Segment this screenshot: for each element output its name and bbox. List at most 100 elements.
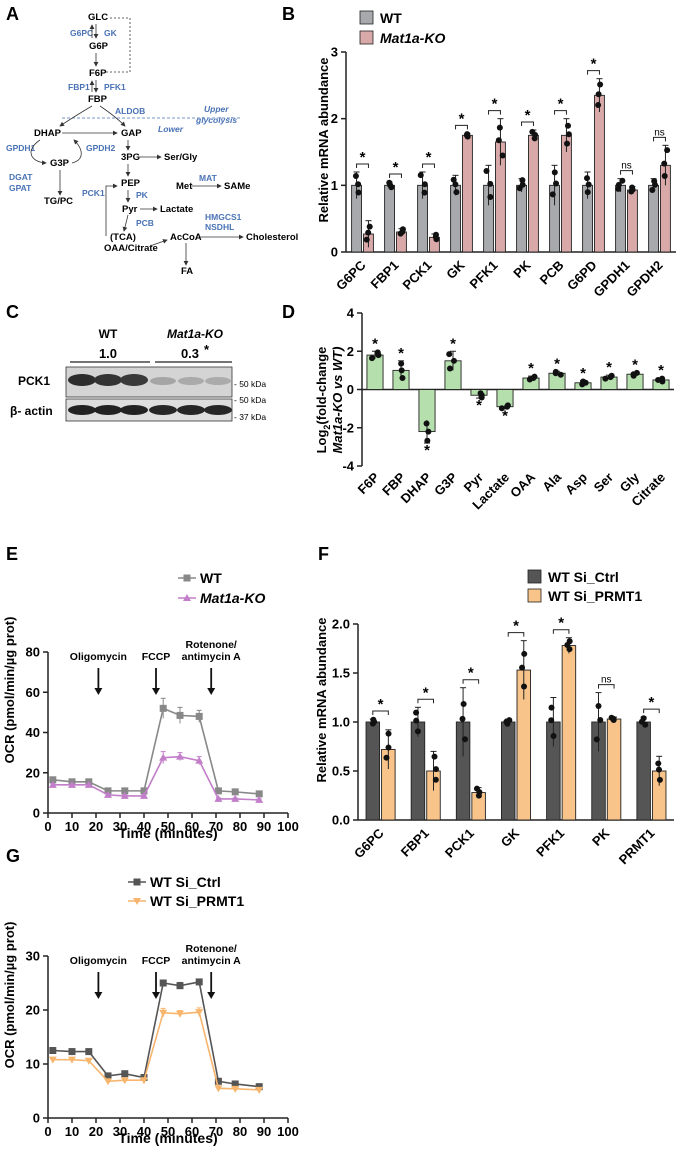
metabolite-tg-pc: TG/PC xyxy=(44,196,73,207)
chart-b: Relative mRNA abundance WT Mat1a-KO 0 1 2 3… xyxy=(316,10,676,300)
chartD-data-point xyxy=(504,402,511,409)
chartD-significance: * xyxy=(424,442,430,459)
chartB-significance: * xyxy=(525,107,531,124)
marker-50kda-pck1: - 50 kDa xyxy=(234,379,266,389)
chartD-significance: * xyxy=(632,356,638,373)
enzyme-gpat: GPAT xyxy=(9,183,32,193)
chartG-injection-arrowhead xyxy=(207,992,216,999)
chartF-sig-bracket xyxy=(643,708,660,714)
chartF-data-point xyxy=(460,701,467,708)
blot-group-wt: WT xyxy=(99,327,118,341)
chartF-y-tick-label: 2.0 xyxy=(332,617,350,632)
chartB-significance: * xyxy=(459,110,465,127)
chartB-significance: * xyxy=(591,56,597,73)
chartF-significance: * xyxy=(423,684,429,701)
chartF-data-point xyxy=(459,715,466,722)
panel-label-d: D xyxy=(282,302,295,322)
chartE-x-tick-label: 30 xyxy=(113,819,127,834)
b-legend-swatch-ko xyxy=(359,30,374,45)
chartF-data-point xyxy=(655,766,662,773)
chartF-data-point xyxy=(595,702,602,709)
chartB-data-point xyxy=(421,189,428,196)
chartF-sig-bracket xyxy=(507,632,525,637)
chartG-point-0 xyxy=(159,979,167,987)
chartD-data-point xyxy=(446,365,453,372)
chartE-point-1 xyxy=(176,752,184,760)
enzyme-g6pc: G6PC xyxy=(70,28,93,38)
chartG-point-1 xyxy=(84,1057,93,1065)
chartG-point-0 xyxy=(121,1070,129,1078)
metabolite-accoa: AcCoA xyxy=(170,232,202,243)
chartF-category-label: PFK1 xyxy=(533,826,567,860)
chartF-data-point xyxy=(506,717,513,724)
enzyme-pfk1: PFK1 xyxy=(104,82,126,92)
g-legend-marker-ctrl xyxy=(133,878,141,886)
chartB-category-label: G6PC xyxy=(333,257,369,293)
chartF-y-tick-label: 1.5 xyxy=(332,666,350,681)
chartB-data-point xyxy=(529,128,536,135)
chartB-data-point xyxy=(450,176,457,183)
chartF-bar-b xyxy=(606,718,622,821)
chartB-data-point xyxy=(595,91,602,98)
chartB-data-point xyxy=(519,181,526,188)
chartF-bar-b xyxy=(561,645,577,821)
chartE-x-tick-label: 10 xyxy=(65,819,79,834)
chartB-data-point xyxy=(615,181,622,188)
chartD-category-label: Ala xyxy=(539,469,564,494)
chart-f: Relative mRNA abundance WT Si_Ctrl WT Si… xyxy=(314,569,674,867)
chartF-data-point xyxy=(597,717,604,724)
b-legend: WT Mat1a-KO xyxy=(359,10,445,46)
chartD-y-tick-label: -4 xyxy=(342,459,354,474)
enzyme-mat: MAT xyxy=(199,173,218,183)
chartG-point-1 xyxy=(159,1009,168,1017)
chartF-significance: * xyxy=(558,615,564,632)
chartG-y-tick-label: 20 xyxy=(26,1003,40,1018)
chartD-data-point xyxy=(531,373,538,380)
chart-d: Log2(fold-change Mat1a-KO vs WT) -4-2024… xyxy=(314,306,674,512)
b-y-axis-label: Relative mRNA abundance xyxy=(316,58,331,223)
chartF-bar-a xyxy=(636,721,651,821)
blot-quant-star: * xyxy=(204,342,210,357)
chartD-category-label: F6P xyxy=(355,469,383,497)
chartB-sig-bracket xyxy=(554,110,567,115)
chartF-data-point xyxy=(640,715,647,722)
chartF-significance: ns xyxy=(601,675,612,686)
e-x-axis-label: Time (minutes) xyxy=(118,825,217,841)
chartE-y-tick-label: 0 xyxy=(33,806,40,821)
g-legend-label-prmt1: WT Si_PRMT1 xyxy=(150,893,244,909)
e-legend-label-ko: Mat1a-KO xyxy=(200,590,265,606)
band-actin-ko-3 xyxy=(204,405,232,415)
blot-quant-ko: 0.3 xyxy=(181,346,199,361)
chartB-data-point xyxy=(661,160,668,167)
e-legend: WT Mat1a-KO xyxy=(178,570,265,606)
chartG-x-tick-label: 20 xyxy=(89,1124,103,1139)
chartB-category-label: FBP1 xyxy=(368,258,402,292)
chartB-category-label: PFK1 xyxy=(467,258,501,292)
chartG-y-tick-label: 10 xyxy=(26,1057,40,1072)
chartB-bar-b xyxy=(462,134,473,253)
chartG-point-0 xyxy=(85,1048,93,1056)
chartB-data-point xyxy=(363,236,370,243)
chartB-data-point xyxy=(664,147,671,154)
metabolite-fa: FA xyxy=(181,266,193,277)
chartD-data-point xyxy=(498,405,505,412)
chartE-series-line-1 xyxy=(52,755,260,801)
chartF-data-point xyxy=(414,728,421,735)
chartG-injection-label: antimycin A xyxy=(182,955,242,967)
chartG-injection-label: Oligomycin xyxy=(70,955,127,967)
chartF-data-point xyxy=(431,753,438,760)
chartF-significance: * xyxy=(468,665,474,682)
chartB-data-point xyxy=(366,223,373,230)
metabolite-met: Met xyxy=(176,181,193,192)
chartD-data-point xyxy=(450,357,457,364)
chartG-injection-arrowhead xyxy=(152,992,160,999)
metabolite-3pg: 3PG xyxy=(121,152,140,163)
chartB-sig-bracket xyxy=(455,124,468,130)
metabolite-fbp: FBP xyxy=(88,94,108,105)
chartG-point-0 xyxy=(214,1077,222,1085)
enzyme-gpdh1: GPDH1 xyxy=(6,143,36,153)
chartB-y-tick-label: 3 xyxy=(331,45,338,60)
f-legend-swatch-ctrl xyxy=(527,569,542,584)
metabolite-g3p: G3P xyxy=(50,158,70,169)
